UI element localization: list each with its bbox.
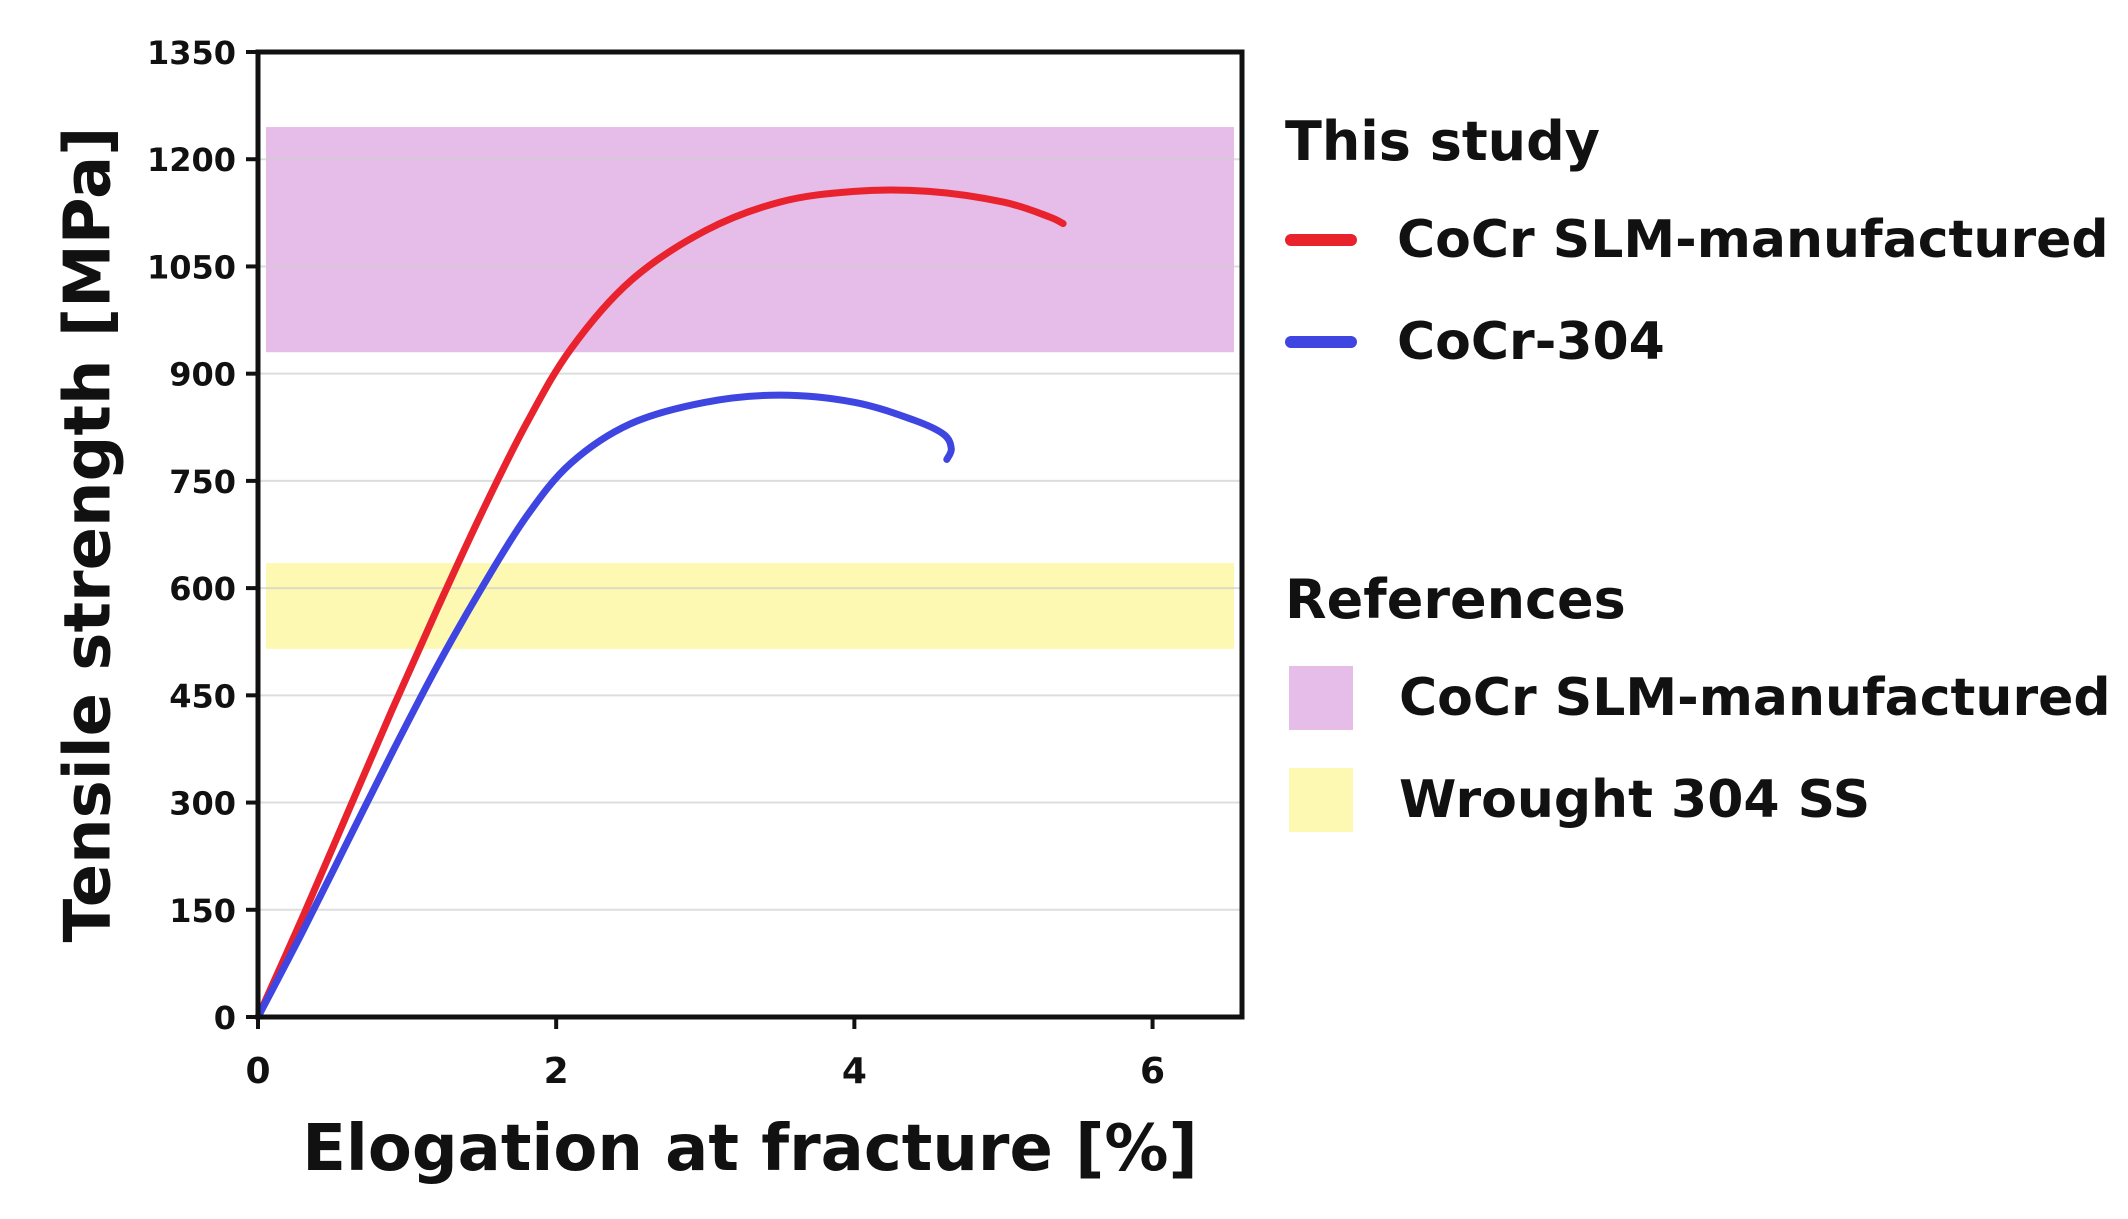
series-line-0 bbox=[254, 186, 1067, 1021]
legend-swatch-blue-line bbox=[1285, 336, 1357, 348]
legend-label: Wrought 304 SS bbox=[1399, 770, 1871, 830]
reference-band-1 bbox=[266, 563, 1234, 649]
x-tick-label: 2 bbox=[544, 1051, 569, 1092]
y-tick-label: 600 bbox=[169, 570, 236, 608]
y-tick-label: 900 bbox=[169, 356, 236, 394]
reference-band-0 bbox=[266, 127, 1234, 353]
legend-item: CoCr SLM-manufactured bbox=[1285, 662, 2125, 734]
legend-label: CoCr-304 bbox=[1397, 312, 1665, 372]
legend-label: CoCr SLM-manufactured bbox=[1397, 210, 2109, 270]
x-tick-label: 0 bbox=[245, 1051, 270, 1092]
legend-swatch-yellow-box bbox=[1289, 768, 1353, 832]
y-tick-label: 450 bbox=[169, 677, 236, 715]
y-tick-label: 0 bbox=[214, 999, 236, 1037]
tick-labels: 0 150 300 450 600 750 900 1050 1200 1350 0 2 4 6 bbox=[147, 34, 1165, 1092]
y-tick-label: 150 bbox=[169, 892, 236, 930]
axes bbox=[246, 49, 1245, 1029]
y-tick-label: 1350 bbox=[147, 34, 236, 72]
y-tick-label: 750 bbox=[169, 463, 236, 501]
legend-item: CoCr SLM-manufactured bbox=[1285, 204, 2125, 276]
y-tick-label: 300 bbox=[169, 785, 236, 823]
x-tick-label: 4 bbox=[842, 1051, 867, 1092]
legend-heading-references: References bbox=[1285, 568, 1626, 631]
legend-heading-this-study: This study bbox=[1285, 110, 1600, 173]
gridlines bbox=[258, 158, 1242, 911]
legend-swatch-red-line bbox=[1285, 234, 1357, 246]
legend-label: CoCr SLM-manufactured bbox=[1399, 668, 2111, 728]
y-tick-label: 1200 bbox=[147, 141, 236, 179]
x-tick-label: 6 bbox=[1140, 1051, 1165, 1092]
legend: This study CoCr SLM-manufactured CoCr-30… bbox=[1285, 110, 2125, 836]
y-tick-label: 1050 bbox=[147, 248, 236, 286]
legend-swatch-purple-box bbox=[1289, 666, 1353, 730]
series-line-1 bbox=[254, 391, 955, 1021]
reference-bands bbox=[266, 127, 1234, 649]
data-series bbox=[254, 186, 1067, 1021]
legend-item: Wrought 304 SS bbox=[1285, 764, 2125, 836]
x-axis-title: Elogation at fracture [%] bbox=[302, 1112, 1198, 1186]
y-axis-title: Tensile strength [MPa] bbox=[52, 127, 126, 943]
legend-item: CoCr-304 bbox=[1285, 306, 2125, 378]
plot-frame bbox=[255, 49, 1245, 1020]
